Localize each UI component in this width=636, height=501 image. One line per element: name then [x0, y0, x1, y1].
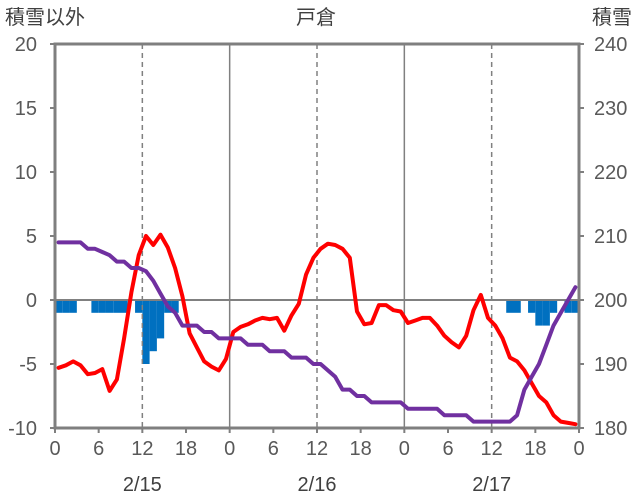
y-tick-left: 10 [15, 162, 37, 184]
grid-layer [55, 44, 579, 428]
x-tick: 18 [350, 438, 372, 460]
snowfall-bar [513, 300, 521, 313]
x-tick: 6 [268, 438, 279, 460]
snowfall-bar [549, 300, 558, 313]
x-tick: 0 [224, 438, 235, 460]
y-tick-right: 230 [594, 98, 627, 120]
y-tick-right: 210 [594, 226, 627, 248]
x-tick: 12 [306, 438, 328, 460]
date-label: 2/15 [123, 474, 162, 496]
snowfall-bar [55, 300, 63, 313]
snowfall-bar [542, 300, 550, 326]
snowfall-bar [120, 300, 128, 313]
y-tick-left: -5 [19, 354, 37, 376]
y-tick-left: 0 [26, 290, 37, 312]
lines-layer [56, 232, 578, 427]
snowfall-bar [98, 300, 106, 313]
snowfall-bar [142, 300, 150, 364]
snowfall-bar [156, 300, 165, 339]
snowfall-bar [69, 300, 77, 313]
x-tick: 6 [442, 438, 453, 460]
bars-layer [55, 300, 579, 364]
x-tick: 18 [524, 438, 546, 460]
y-tick-right: 220 [594, 162, 627, 184]
snowfall-bar [105, 300, 114, 313]
right-axis-title: 積雪 [592, 5, 632, 29]
snowfall-bar [113, 300, 121, 313]
chart-title: 戸倉 [296, 5, 336, 29]
snowfall-bar [91, 300, 99, 313]
y-tick-left: 20 [15, 34, 37, 56]
x-tick: 0 [573, 438, 584, 460]
y-tick-left: 5 [26, 226, 37, 248]
left-axis-title: 積雪以外 [5, 5, 85, 29]
y-tick-right: 200 [594, 290, 627, 312]
x-tick: 6 [93, 438, 104, 460]
snowfall-bar [571, 300, 579, 313]
y-tick-left: 15 [15, 98, 37, 120]
y-tick-right: 190 [594, 354, 627, 376]
date-label: 2/17 [472, 474, 511, 496]
snowfall-bar [62, 300, 70, 313]
snowfall-bar [528, 300, 536, 313]
y-tick-right: 180 [594, 418, 627, 440]
snowfall-bar [506, 300, 514, 313]
y-tick-left: -10 [8, 418, 37, 440]
date-label: 2/16 [298, 474, 337, 496]
x-tick: 0 [399, 438, 410, 460]
snowfall-bar [564, 300, 572, 313]
x-tick: 0 [49, 438, 60, 460]
snow-depth-line [56, 240, 578, 424]
x-tick: 18 [175, 438, 197, 460]
snowfall-bar [149, 300, 157, 352]
snowfall-bar [171, 300, 179, 313]
x-tick: 12 [131, 438, 153, 460]
x-tick: 12 [481, 438, 503, 460]
temperature-line [56, 232, 578, 427]
y-tick-right: 240 [594, 34, 627, 56]
snowfall-bar [535, 300, 543, 326]
snowfall-bar [135, 300, 143, 313]
